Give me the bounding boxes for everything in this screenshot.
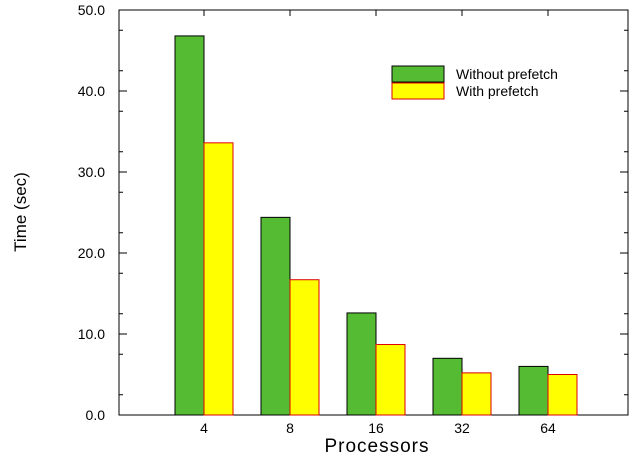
x-axis: 4 8 16 32 64 xyxy=(200,10,556,436)
bar xyxy=(547,374,578,416)
legend-label: With prefetch xyxy=(456,83,538,99)
bar xyxy=(461,372,492,416)
y-axis-title: Time (sec) xyxy=(11,172,30,252)
bar xyxy=(203,142,234,416)
y-axis: 0.0 10.0 20.0 30.0 40.0 50.0 xyxy=(78,2,628,423)
legend-swatch xyxy=(391,82,445,100)
bar xyxy=(346,312,377,416)
y-tick-label: 20.0 xyxy=(78,245,105,261)
bar xyxy=(432,357,463,416)
bars xyxy=(174,35,578,416)
legend-swatch xyxy=(391,65,445,83)
x-tick-label: 64 xyxy=(540,420,556,436)
bar xyxy=(375,344,406,416)
x-tick-label: 4 xyxy=(200,420,208,436)
y-tick-label: 0.0 xyxy=(86,407,106,423)
y-tick-label: 10.0 xyxy=(78,326,105,342)
y-tick-label: 50.0 xyxy=(78,2,105,18)
x-axis-title: Processors xyxy=(324,436,429,456)
x-tick-label: 8 xyxy=(286,420,294,436)
x-tick-label: 16 xyxy=(368,420,384,436)
y-tick-label: 30.0 xyxy=(78,164,105,180)
bar xyxy=(174,35,205,416)
bar xyxy=(518,365,549,416)
x-tick-label: 32 xyxy=(454,420,470,436)
bar xyxy=(289,279,320,416)
legend-label: Without prefetch xyxy=(456,66,558,82)
bar xyxy=(260,216,291,416)
y-tick-label: 40.0 xyxy=(78,83,105,99)
